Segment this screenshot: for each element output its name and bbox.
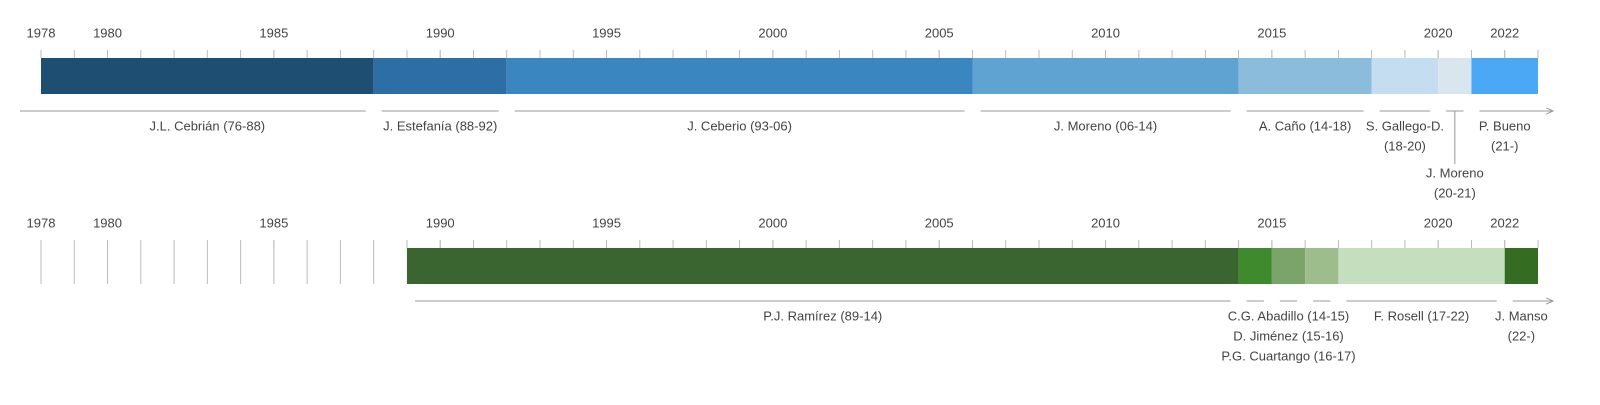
segment bbox=[1504, 248, 1538, 284]
x-tick-label: 1990 bbox=[426, 215, 455, 230]
segment bbox=[1238, 58, 1372, 94]
segment bbox=[1471, 58, 1538, 94]
segment-label: P.J. Ramírez (89-14) bbox=[763, 308, 882, 323]
segment-label: D. Jiménez (15-16) bbox=[1233, 328, 1344, 343]
x-tick-label: 1978 bbox=[27, 215, 56, 230]
x-tick-label: 2020 bbox=[1424, 215, 1453, 230]
segment bbox=[1438, 58, 1472, 94]
segment bbox=[373, 58, 507, 94]
bar-group bbox=[41, 58, 1538, 94]
x-tick-label: 1995 bbox=[592, 25, 621, 40]
x-tick-label: 2005 bbox=[925, 215, 954, 230]
x-tick-label: 1990 bbox=[426, 25, 455, 40]
x-tick-label: 2015 bbox=[1257, 25, 1286, 40]
segment-label: (20-21) bbox=[1434, 185, 1476, 200]
segment-label: A. Caño (14-18) bbox=[1259, 118, 1352, 133]
x-tick-label: 2000 bbox=[758, 215, 787, 230]
segment bbox=[1305, 248, 1339, 284]
x-tick-label: 1980 bbox=[93, 25, 122, 40]
segment-label: P.G. Cuartango (16-17) bbox=[1221, 348, 1355, 363]
segment-label: J.L. Cebrián (76-88) bbox=[150, 118, 266, 133]
x-tick-label: 1985 bbox=[259, 25, 288, 40]
x-tick-label: 2000 bbox=[758, 25, 787, 40]
segment bbox=[1238, 248, 1272, 284]
bar-group bbox=[406, 248, 1538, 284]
segment bbox=[406, 248, 1239, 284]
x-tick-label: 2015 bbox=[1257, 215, 1286, 230]
segment-label: C.G. Abadillo (14-15) bbox=[1228, 308, 1349, 323]
x-tick-label: 1995 bbox=[592, 215, 621, 230]
segment-label: J. Moreno bbox=[1426, 165, 1484, 180]
segment-label: J. Moreno (06-14) bbox=[1054, 118, 1157, 133]
segment-label: P. Bueno bbox=[1479, 118, 1531, 133]
segment bbox=[506, 58, 973, 94]
x-tick-label: 2020 bbox=[1424, 25, 1453, 40]
segment-label: S. Gallego-D. bbox=[1366, 118, 1444, 133]
x-tick-label: 2022 bbox=[1490, 25, 1519, 40]
x-tick-label: 1978 bbox=[27, 25, 56, 40]
segment bbox=[1371, 58, 1439, 94]
segment bbox=[41, 58, 374, 94]
segment-label: J. Estefanía (88-92) bbox=[383, 118, 497, 133]
segment bbox=[1338, 248, 1505, 284]
segment-label: (22-) bbox=[1508, 328, 1535, 343]
x-tick-label: 1980 bbox=[93, 215, 122, 230]
x-tick-label: 1985 bbox=[259, 215, 288, 230]
x-tick-label: 2005 bbox=[925, 25, 954, 40]
x-tick-label: 2022 bbox=[1490, 215, 1519, 230]
segment bbox=[1271, 248, 1306, 284]
segment-label: (18-20) bbox=[1384, 138, 1426, 153]
segment bbox=[972, 58, 1239, 94]
segment-label: J. Manso bbox=[1495, 308, 1548, 323]
segment-label: F. Rosell (17-22) bbox=[1374, 308, 1469, 323]
segment-label: J. Ceberio (93-06) bbox=[687, 118, 792, 133]
x-tick-label: 2010 bbox=[1091, 25, 1120, 40]
x-tick-label: 2010 bbox=[1091, 215, 1120, 230]
segment-label: (21-) bbox=[1491, 138, 1518, 153]
